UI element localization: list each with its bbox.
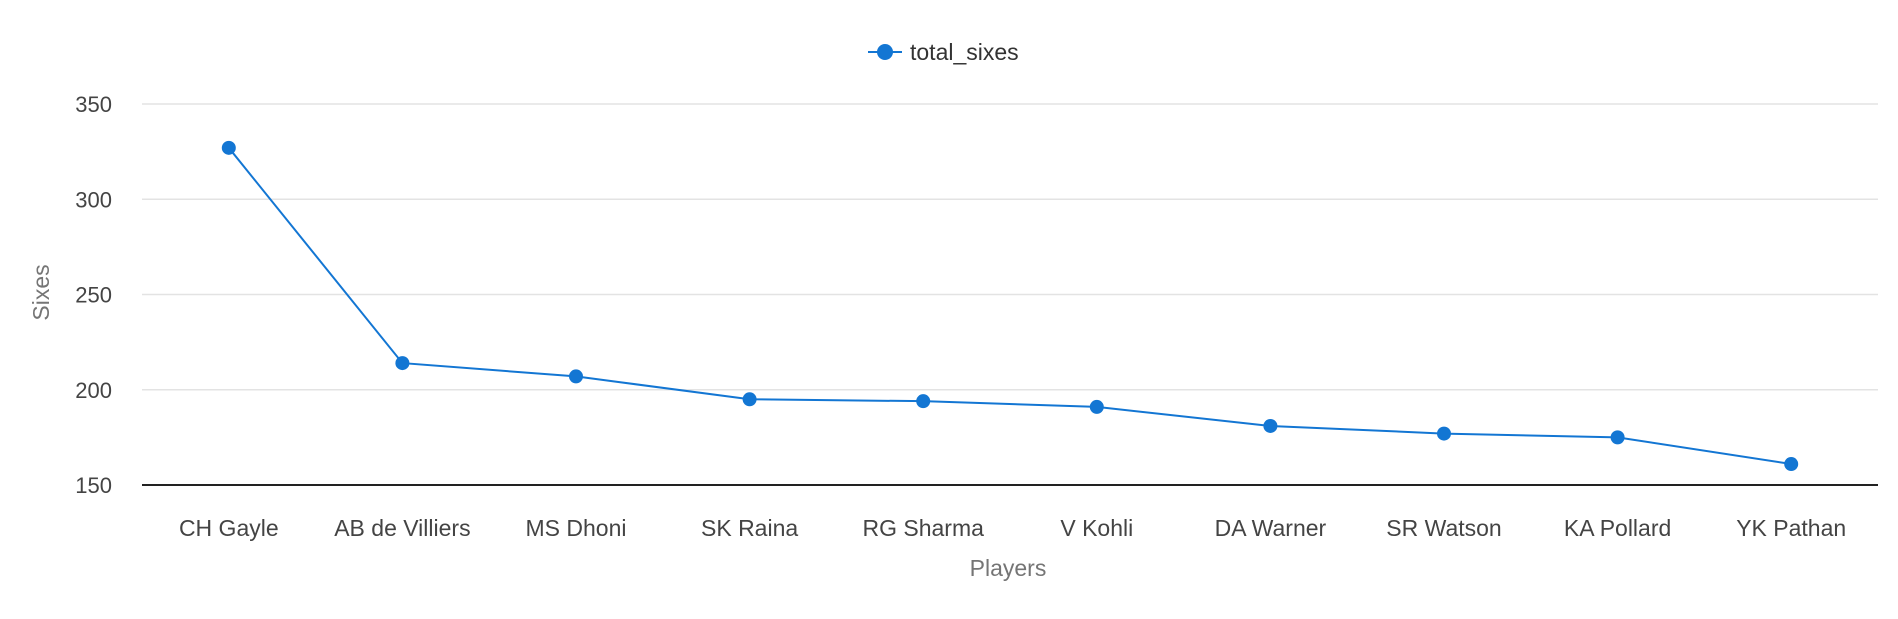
series-line <box>228 147 1792 466</box>
series-total-sixes <box>221 140 1799 472</box>
y-tick-label: 150 <box>75 473 112 498</box>
gridlines <box>142 103 1878 391</box>
data-point[interactable] <box>1784 457 1799 472</box>
data-point[interactable] <box>569 369 583 384</box>
data-point[interactable] <box>1610 430 1625 445</box>
x-tick-label: V Kohli <box>1060 515 1133 541</box>
data-point[interactable] <box>221 140 236 155</box>
x-tick-label: MS Dhoni <box>526 515 627 541</box>
data-point[interactable] <box>1089 399 1104 414</box>
x-tick-label: SR Watson <box>1386 515 1501 541</box>
x-tick-label: SK Raina <box>701 515 798 541</box>
y-tick-label: 300 <box>75 187 112 212</box>
data-point[interactable] <box>1437 426 1451 441</box>
y-tick-label: 350 <box>75 92 112 117</box>
legend[interactable]: total_sixes <box>868 39 1019 65</box>
data-point[interactable] <box>916 394 931 409</box>
x-tick-label: RG Sharma <box>862 515 984 541</box>
x-tick-label: DA Warner <box>1215 515 1327 541</box>
legend-label: total_sixes <box>910 39 1019 65</box>
y-axis-ticks: 350 300 250 200 150 <box>75 92 112 498</box>
x-axis-title: Players <box>970 555 1047 581</box>
data-point[interactable] <box>742 392 757 407</box>
x-tick-label: YK Pathan <box>1736 515 1846 541</box>
y-tick-label: 200 <box>75 378 112 403</box>
x-axis-ticks: CH Gayle AB de Villiers MS Dhoni SK Raina RG… <box>179 515 1846 541</box>
data-point[interactable] <box>395 356 410 371</box>
legend-dot-marker <box>877 44 893 60</box>
y-tick-label: 250 <box>75 283 112 308</box>
x-tick-label: KA Pollard <box>1564 515 1671 541</box>
data-point[interactable] <box>1263 418 1278 433</box>
y-axis-title: Sixes <box>28 264 54 320</box>
x-tick-label: AB de Villiers <box>334 515 470 541</box>
x-tick-label: CH Gayle <box>179 515 279 541</box>
